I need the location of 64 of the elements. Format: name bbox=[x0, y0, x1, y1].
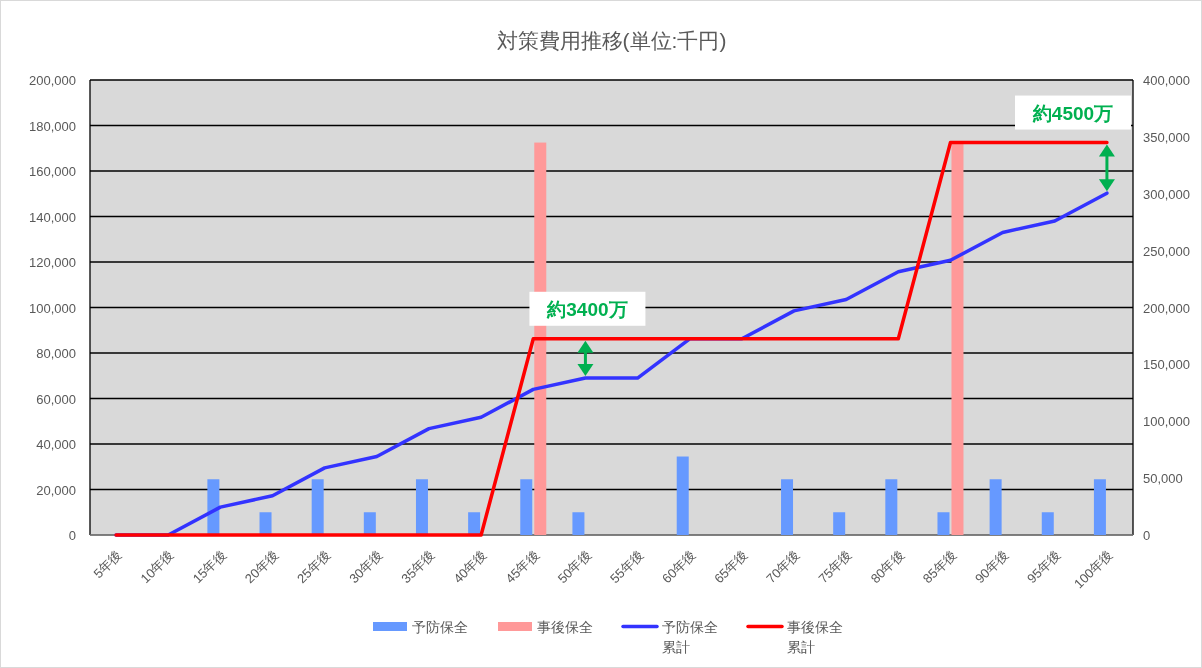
y-tick-label: 40,000 bbox=[36, 437, 76, 452]
y-tick-label: 80,000 bbox=[36, 346, 76, 361]
bar bbox=[207, 479, 220, 535]
x-tick-label: 50年後 bbox=[554, 546, 594, 587]
bar bbox=[676, 456, 689, 535]
bar bbox=[951, 142, 964, 535]
x-tick-label: 55年後 bbox=[606, 546, 647, 587]
x-tick-label: 90年後 bbox=[971, 546, 1012, 587]
y-tick-label: 200,000 bbox=[29, 73, 76, 88]
legend-label: 事後保全 bbox=[537, 619, 593, 635]
bar bbox=[989, 479, 1002, 535]
bar bbox=[885, 479, 898, 535]
y2-tick-label: 350,000 bbox=[1143, 129, 1190, 145]
bar bbox=[937, 512, 950, 535]
bar bbox=[415, 479, 428, 535]
x-tick-label: 20年後 bbox=[241, 546, 282, 587]
bar bbox=[363, 512, 376, 535]
bar bbox=[1041, 512, 1054, 535]
y-tick-label: 160,000 bbox=[29, 164, 76, 179]
annotation: 約4500万 bbox=[1031, 102, 1114, 124]
y-tick-label: 180,000 bbox=[29, 118, 76, 134]
y2-tick-label: 150,000 bbox=[1143, 357, 1190, 373]
x-tick-label: 80年後 bbox=[867, 546, 907, 587]
bar bbox=[311, 479, 324, 535]
bar bbox=[1093, 479, 1106, 535]
y-tick-label: 20,000 bbox=[36, 482, 76, 498]
x-tick-label: 95年後 bbox=[1024, 546, 1064, 587]
annotation: 約3400万 bbox=[546, 298, 628, 320]
y-tick-label: 140,000 bbox=[29, 209, 76, 225]
y2-tick-label: 300,000 bbox=[1143, 186, 1190, 202]
bar bbox=[572, 512, 585, 535]
x-tick-label: 10年後 bbox=[137, 546, 177, 587]
x-tick-label: 40年後 bbox=[450, 546, 490, 587]
x-tick-label: 35年後 bbox=[398, 546, 438, 587]
y2-tick-label: 400,000 bbox=[1143, 73, 1190, 88]
y-tick-label: 0 bbox=[68, 528, 76, 543]
bar bbox=[833, 512, 846, 535]
y2-tick-label: 50,000 bbox=[1143, 471, 1183, 487]
chart-title: 対策費用推移(単位:千円) bbox=[496, 29, 727, 52]
legend-label: 予防保全累計 bbox=[662, 619, 718, 655]
x-tick-label: 30年後 bbox=[346, 546, 386, 587]
bar bbox=[781, 479, 794, 535]
legend-label: 予防保全 bbox=[412, 619, 468, 635]
x-tick-label: 15年後 bbox=[189, 546, 229, 587]
x-tick-label: 5年後 bbox=[90, 546, 125, 582]
x-tick-label: 85年後 bbox=[919, 546, 960, 587]
y2-tick-label: 0 bbox=[1143, 528, 1151, 543]
x-tick-label: 25年後 bbox=[294, 546, 334, 587]
y2-tick-label: 250,000 bbox=[1143, 243, 1190, 259]
x-tick-label: 100年後 bbox=[1071, 546, 1116, 592]
x-tick-label: 70年後 bbox=[763, 546, 803, 587]
x-tick-label: 45年後 bbox=[502, 546, 542, 587]
y-tick-label: 120,000 bbox=[29, 255, 76, 270]
bar bbox=[520, 479, 533, 535]
x-tick-label: 60年後 bbox=[659, 546, 699, 587]
bar bbox=[468, 512, 481, 535]
y-tick-label: 60,000 bbox=[36, 391, 76, 407]
bar bbox=[259, 512, 272, 535]
x-tick-label: 75年後 bbox=[815, 546, 855, 587]
y2-tick-label: 100,000 bbox=[1143, 414, 1190, 430]
x-tick-label: 65年後 bbox=[711, 546, 751, 587]
y-tick-label: 100,000 bbox=[29, 300, 76, 316]
legend-label: 事後保全累計 bbox=[787, 619, 843, 655]
y2-tick-label: 200,000 bbox=[1143, 300, 1190, 316]
